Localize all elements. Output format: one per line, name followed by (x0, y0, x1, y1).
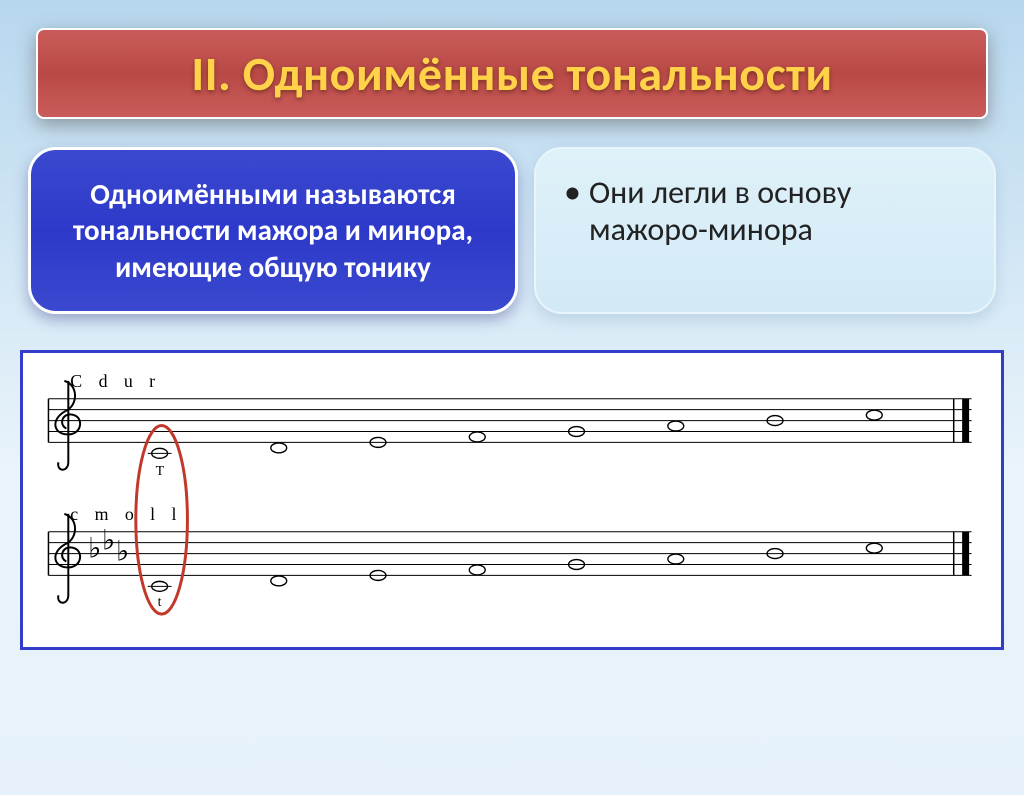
definition-text: Одноимёнными называются тональности мажо… (53, 176, 493, 285)
svg-text:t: t (158, 595, 162, 610)
note-box: • Они легли в основу мажоро-минора (534, 147, 996, 314)
content-row: Одноимёнными называются тональности мажо… (28, 147, 996, 314)
music-staff-svg: C d u rc m o l l♭♭♭Tt (37, 363, 987, 631)
note-text: Они легли в основу мажоро-минора (589, 175, 966, 249)
bullet-icon: • (564, 175, 581, 211)
svg-text:♭: ♭ (102, 525, 115, 556)
svg-text:♭: ♭ (88, 533, 101, 564)
slide-title-box: II. Одноимённые тональности (36, 28, 988, 119)
slide-title: II. Одноимённые тональности (48, 44, 976, 103)
svg-text:c m o l l: c m o l l (70, 504, 182, 524)
svg-text:♭: ♭ (116, 536, 129, 567)
svg-text:C d u r: C d u r (70, 371, 161, 391)
definition-box: Одноимёнными называются тональности мажо… (28, 147, 518, 314)
svg-text:T: T (156, 464, 165, 479)
music-staff-panel: C d u rc m o l l♭♭♭Tt (20, 350, 1004, 650)
